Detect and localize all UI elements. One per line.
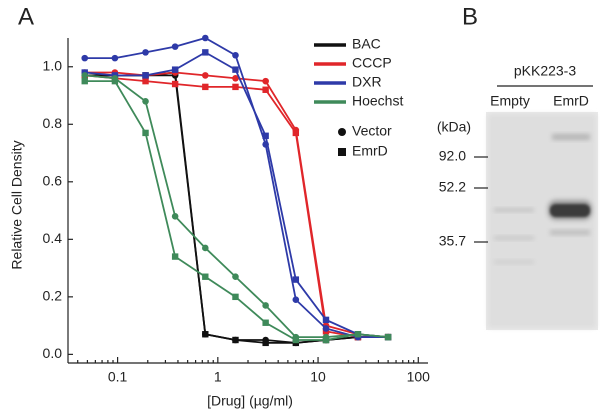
y-tick-label: 0.4: [43, 230, 63, 246]
point: [142, 49, 149, 56]
point: [171, 80, 179, 88]
point: [142, 129, 149, 137]
point: [202, 273, 209, 280]
gel-image: [486, 112, 598, 330]
point: [292, 296, 300, 304]
point: [142, 77, 149, 85]
y-tick-label: 0.6: [43, 173, 63, 189]
panel-label: B: [462, 3, 478, 30]
point: [292, 336, 300, 344]
point: [232, 74, 239, 82]
point: [171, 253, 179, 260]
series-line: [84, 74, 389, 344]
x-tick-label: 1: [214, 369, 222, 385]
legend-label: CCCP: [352, 55, 392, 71]
legend-label: Hoechst: [352, 93, 403, 109]
series-line: [84, 80, 389, 341]
point: [322, 316, 330, 324]
point: [322, 336, 330, 344]
point: [171, 213, 179, 220]
point: [171, 43, 179, 50]
y-tick-label: 0.0: [43, 345, 63, 361]
point: [262, 132, 269, 139]
legend-label: EmrD: [352, 143, 388, 159]
point: [384, 333, 392, 341]
legend-label: DXR: [352, 74, 382, 90]
point: [354, 331, 362, 338]
point: [202, 72, 209, 79]
point: [232, 51, 239, 59]
legend-label: BAC: [352, 36, 381, 52]
legend-marker: [338, 148, 346, 156]
point: [81, 54, 89, 62]
point: [81, 72, 89, 79]
legend-label: Vector: [352, 123, 392, 139]
legend-marker: [338, 128, 346, 136]
y-tick-label: 0.2: [43, 288, 63, 304]
point: [111, 54, 119, 62]
y-tick-label: 1.0: [43, 57, 63, 73]
lane-label: EmrD: [553, 93, 589, 109]
point: [262, 77, 269, 85]
point: [262, 319, 269, 326]
point: [322, 325, 330, 332]
point: [262, 86, 269, 93]
marker-label: 52.2: [439, 179, 466, 195]
series-line: [84, 71, 389, 344]
point: [142, 97, 149, 105]
point: [202, 49, 209, 56]
point: [202, 34, 209, 42]
point: [292, 276, 300, 283]
lane-label: Empty: [490, 93, 530, 109]
panel-label: A: [18, 3, 34, 30]
point: [232, 273, 239, 281]
point: [142, 72, 149, 79]
x-tick-label: 0.1: [108, 369, 128, 385]
unit-label: (kDa): [437, 119, 471, 135]
x-tick-label: 100: [407, 369, 431, 385]
point: [262, 302, 269, 309]
point: [262, 339, 269, 347]
point: [232, 336, 239, 344]
x-axis-label: [Drug] (µg/ml): [207, 393, 293, 409]
point: [171, 66, 179, 73]
point: [81, 77, 88, 85]
point: [232, 83, 239, 91]
plasmid-label: pKK223-3: [514, 63, 576, 79]
point: [232, 66, 239, 73]
marker-label: 35.7: [439, 233, 466, 249]
point: [202, 331, 209, 338]
marker-label: 92.0: [439, 148, 466, 164]
point: [202, 83, 209, 91]
point: [232, 293, 239, 301]
y-tick-label: 0.8: [43, 115, 63, 131]
point: [202, 244, 209, 252]
y-axis-label: Relative Cell Density: [9, 140, 25, 269]
x-tick-label: 10: [310, 369, 326, 385]
point: [292, 129, 300, 137]
point: [111, 77, 119, 85]
